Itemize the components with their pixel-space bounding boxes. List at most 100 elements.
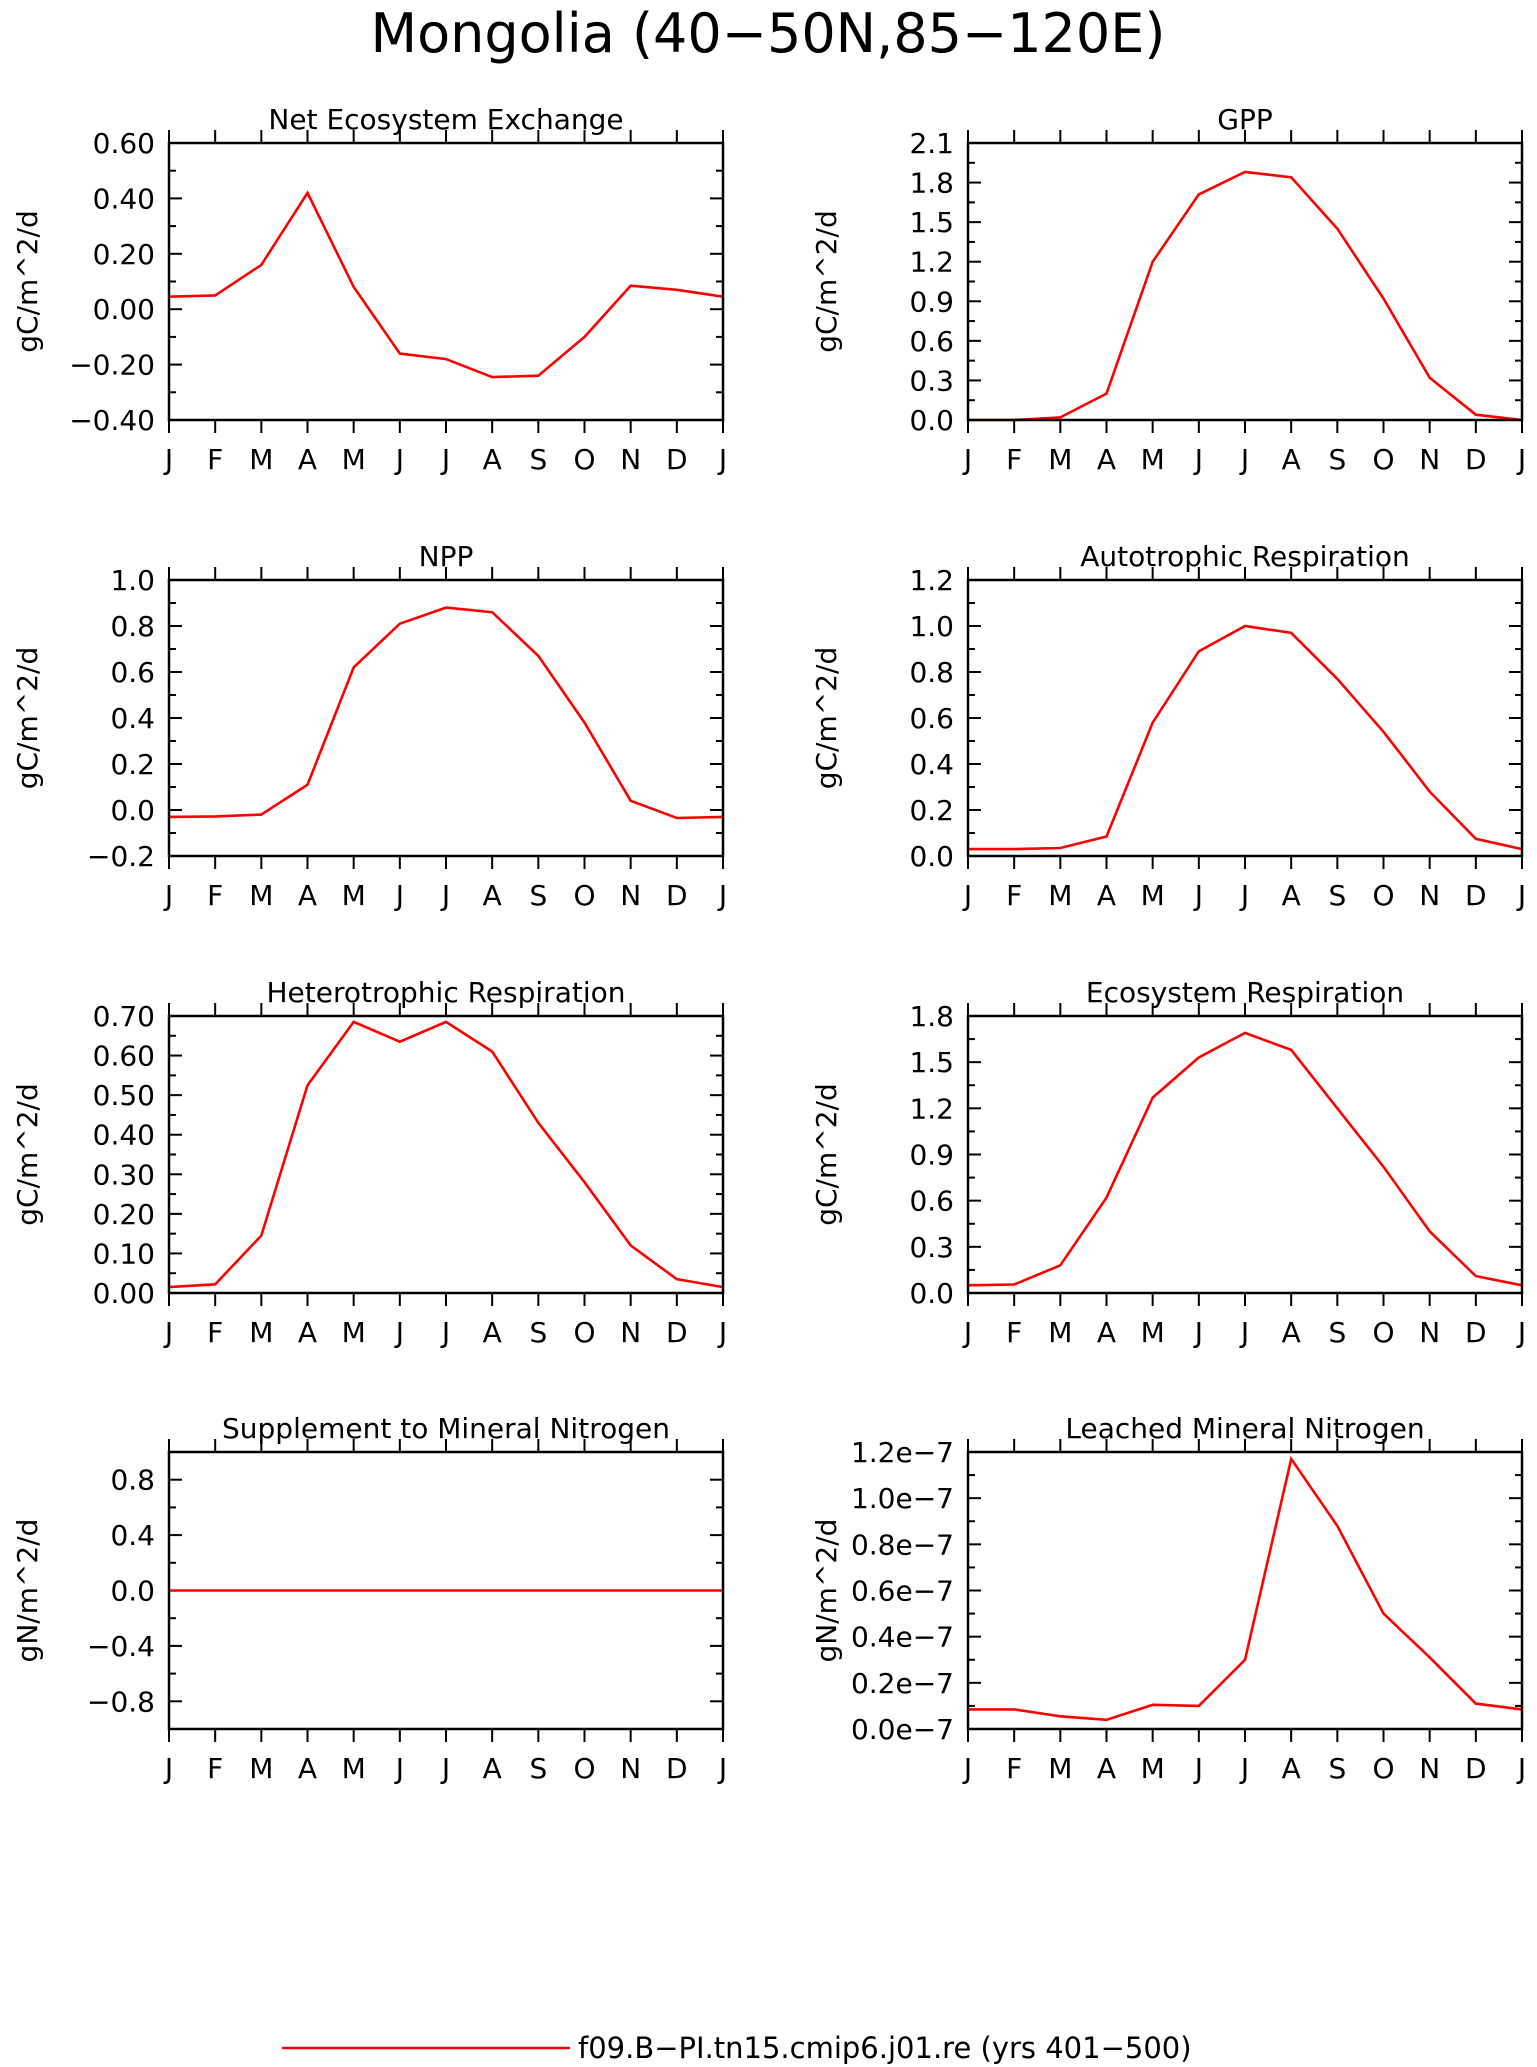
data-point	[1428, 377, 1431, 379]
plot-frame	[966, 578, 1524, 858]
data-line	[168, 1020, 724, 1289]
y-tick-label: 0.6	[110, 656, 155, 689]
x-tick-label: A	[298, 879, 317, 912]
x-tick-label: J	[163, 1752, 173, 1785]
x-tick-label: S	[1328, 879, 1346, 912]
x-tick-label: F	[207, 1752, 223, 1785]
x-tick-label: N	[620, 1316, 641, 1349]
y-tick-label: 0.00	[93, 1277, 155, 1310]
data-line	[967, 1031, 1523, 1287]
x-tick-label: O	[573, 1316, 595, 1349]
data-point	[1475, 1275, 1477, 1277]
y-tick-label: 0.3	[909, 1231, 954, 1264]
data-point	[445, 1589, 447, 1592]
x-tick-label: N	[1419, 879, 1440, 912]
x-tick-label: M	[1141, 1752, 1165, 1785]
data-point	[491, 376, 494, 378]
figure-title: Mongolia (40−50N,85−120E)	[371, 2, 1166, 65]
x-tick-label: M	[342, 1316, 366, 1349]
data-point	[1336, 1525, 1339, 1527]
x-tick-label: O	[1372, 443, 1394, 476]
data-point	[1151, 260, 1154, 263]
data-point	[1244, 1659, 1246, 1661]
data-point	[1290, 1458, 1292, 1460]
data-point	[1382, 1166, 1385, 1168]
y-tick-label: 0.10	[93, 1237, 155, 1270]
x-tick-label: J	[962, 1752, 972, 1785]
x-tick-label: J	[440, 443, 450, 476]
data-point	[1428, 1656, 1431, 1659]
data-line	[968, 624, 1523, 851]
x-tick-label: A	[1097, 443, 1116, 476]
y-tick-label: 0.8	[110, 1464, 155, 1497]
x-tick-label: N	[1419, 443, 1440, 476]
x-tick-label: M	[1048, 879, 1072, 912]
x-tick-label: D	[1465, 1752, 1487, 1785]
y-tick-label: 0.00	[93, 293, 155, 326]
data-point	[1336, 227, 1339, 230]
x-tick-label: J	[394, 1316, 404, 1349]
y-tick-label: 0.2	[110, 748, 155, 781]
x-tick-label: J	[1193, 443, 1203, 476]
x-tick-label: A	[298, 443, 317, 476]
x-tick-label: N	[620, 879, 641, 912]
y-tick-label: 1.2	[909, 1092, 954, 1125]
y-tick-label: 1.0	[909, 610, 954, 643]
x-tick-label: A	[483, 1316, 502, 1349]
y-tick-label: 1.2e−7	[851, 1436, 954, 1469]
plot-frame	[167, 578, 725, 858]
data-point	[1428, 1230, 1431, 1233]
x-tick-label: J	[962, 1316, 972, 1349]
data-point	[214, 1283, 216, 1286]
x-tick-label: O	[573, 443, 595, 476]
y-tick-label: 0.50	[93, 1079, 155, 1112]
plot-frame	[167, 1450, 725, 1731]
x-tick-label: S	[529, 1316, 547, 1349]
plot-frame	[167, 141, 725, 422]
chart-panel: Autotrophic RespirationgC/m^2/d0.00.20.4…	[810, 540, 1526, 912]
x-tick-label: O	[1372, 1752, 1394, 1785]
data-point	[1059, 416, 1062, 419]
data-point	[629, 284, 632, 287]
data-point	[1475, 413, 1477, 416]
x-tick-label: J	[1193, 1316, 1203, 1349]
y-axis-label: gC/m^2/d	[810, 210, 843, 353]
data-point	[306, 192, 309, 194]
x-tick-label: J	[440, 1752, 450, 1785]
data-point	[1151, 1096, 1154, 1099]
legend: f09.B−PI.tn15.cmip6.j01.re (yrs 401−500)	[282, 2031, 1192, 2065]
y-tick-label: 0.4	[110, 1519, 155, 1552]
x-tick-label: F	[1006, 1752, 1022, 1785]
x-tick-label: S	[529, 879, 547, 912]
x-tick-label: M	[249, 1316, 273, 1349]
x-tick-label: D	[1465, 879, 1487, 912]
y-tick-label: 1.2	[909, 564, 954, 597]
x-tick-label: M	[342, 443, 366, 476]
data-point	[1198, 1705, 1200, 1707]
y-tick-label: 0.40	[93, 1119, 155, 1152]
x-tick-label: J	[440, 879, 450, 912]
panels: Net Ecosystem ExchangegC/m^2/d−0.40−0.20…	[11, 103, 1526, 1785]
x-tick-label: A	[483, 879, 502, 912]
x-tick-label: J	[717, 879, 727, 912]
data-point	[1382, 1612, 1385, 1615]
x-tick-label: J	[163, 879, 173, 912]
chart-panel: Supplement to Mineral NitrogengN/m^2/d−0…	[11, 1412, 727, 1785]
x-tick-label: M	[249, 1752, 273, 1785]
x-tick-label: D	[666, 1316, 688, 1349]
data-point	[1475, 1702, 1477, 1705]
data-point	[399, 352, 401, 355]
chart-panel: Heterotrophic RespirationgC/m^2/d0.000.1…	[11, 976, 727, 1349]
x-tick-label: M	[1048, 1752, 1072, 1785]
data-point	[1198, 1056, 1200, 1059]
chart-panel: Net Ecosystem ExchangegC/m^2/d−0.40−0.20…	[11, 103, 727, 476]
y-tick-label: 1.5	[909, 1046, 954, 1079]
x-tick-label: A	[483, 443, 502, 476]
y-axis-label: gC/m^2/d	[11, 647, 44, 790]
y-axis-label: gC/m^2/d	[810, 647, 843, 790]
y-tick-label: 0.2	[909, 794, 954, 827]
y-tick-label: 0.40	[93, 182, 155, 215]
